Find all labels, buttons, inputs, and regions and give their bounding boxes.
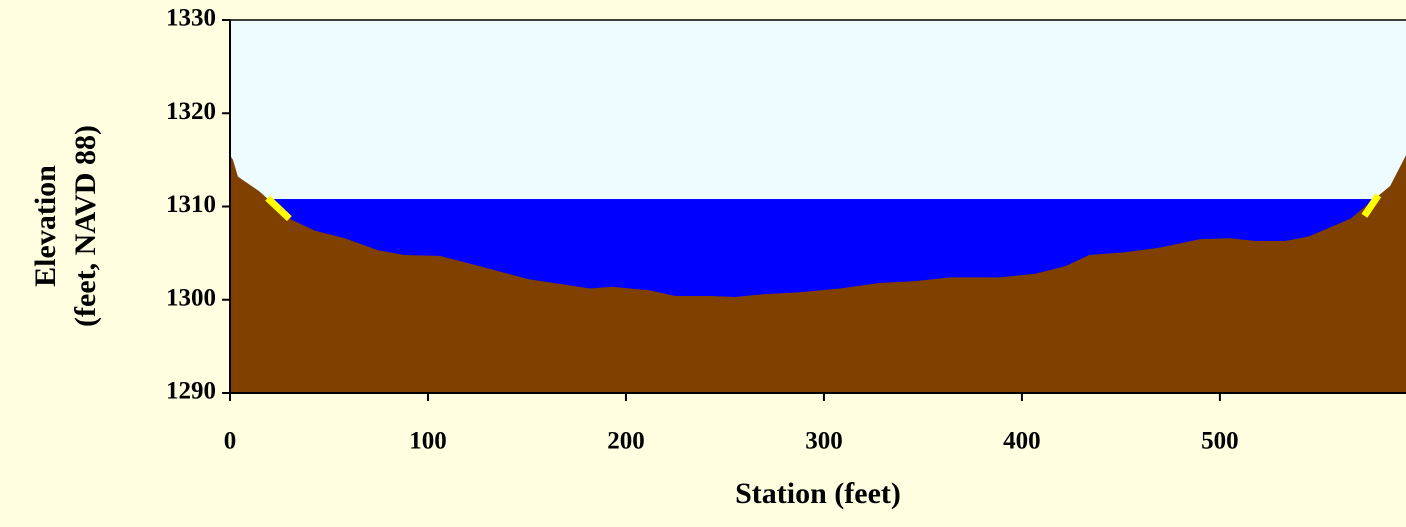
x-tick-label: 0 — [224, 428, 237, 455]
y-tick-label: 1310 — [166, 191, 216, 218]
y-tick-label: 1330 — [166, 5, 216, 32]
y-tick-label: 1320 — [166, 98, 216, 125]
y-tick-label: 1300 — [166, 284, 216, 311]
x-tick-label: 100 — [409, 428, 447, 455]
y-axis-label: Elevation — [29, 165, 62, 287]
y-tick-label: 1290 — [166, 378, 216, 405]
x-tick-label: 200 — [607, 428, 645, 455]
x-tick-label: 300 — [805, 428, 843, 455]
x-axis-label: Station (feet) — [735, 477, 901, 510]
y-axis-label: (feet, NAVD 88) — [69, 125, 102, 327]
x-tick-label: 500 — [1201, 428, 1239, 455]
chart: Station (feet) Elevation (feet, NAVD 88)… — [0, 0, 1406, 527]
x-tick-label: 400 — [1003, 428, 1041, 455]
